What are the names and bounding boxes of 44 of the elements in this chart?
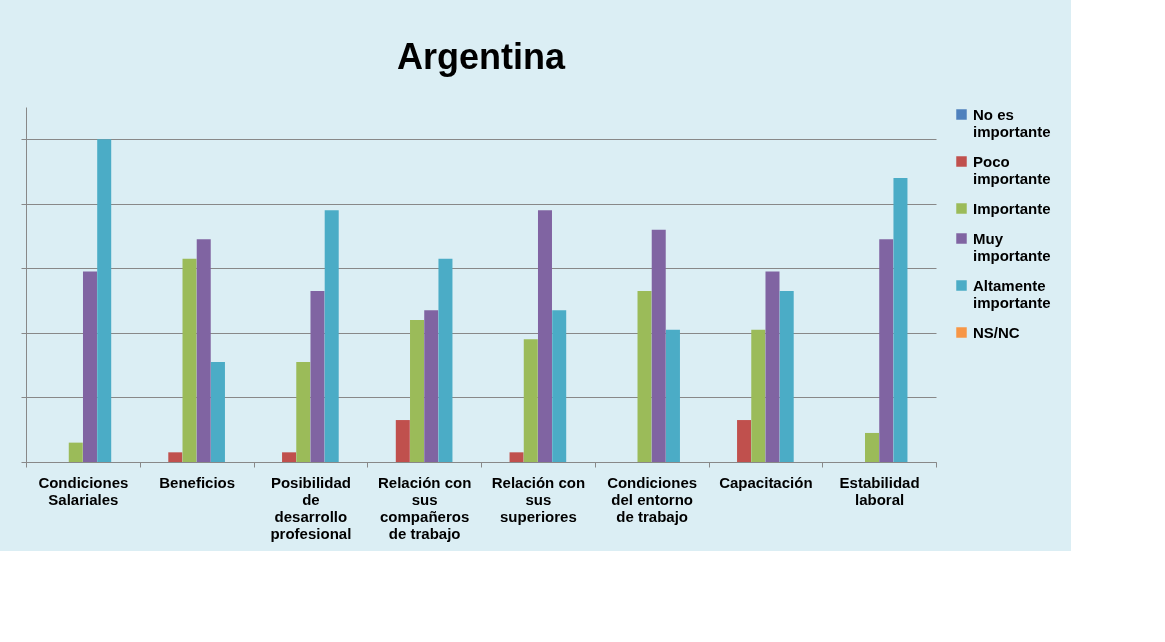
x-tick-label: Estabilidad laboral xyxy=(839,473,920,508)
bar xyxy=(438,258,453,462)
bar xyxy=(651,229,666,462)
chart-title: Argentina xyxy=(396,36,566,77)
bar xyxy=(765,271,780,462)
bar xyxy=(509,452,524,462)
x-tick-label: Condiciones del entorno de trabajo xyxy=(607,473,698,525)
legend-label: No es importante xyxy=(973,105,1051,140)
x-tick-label: Relación con sus compañeros de trabajo xyxy=(377,473,472,542)
bar xyxy=(879,239,894,462)
bar xyxy=(282,452,297,462)
legend-label: NS/NC xyxy=(973,323,1020,341)
bar xyxy=(182,258,197,462)
bar xyxy=(751,329,766,462)
legend-label: Altamente importante xyxy=(973,276,1051,311)
bar xyxy=(68,442,83,462)
x-tick-label: Relación con sus superiores xyxy=(491,473,586,525)
bar xyxy=(410,320,425,462)
bar xyxy=(310,290,325,462)
bar xyxy=(296,361,311,462)
bar xyxy=(210,361,225,462)
bar xyxy=(737,420,752,462)
x-tick-label: Posibilidad de desarrollo profesional xyxy=(270,473,352,542)
legend-label: Muy importante xyxy=(973,229,1051,264)
x-tick-label: Capacitación xyxy=(719,473,813,491)
bar xyxy=(424,310,439,462)
bar xyxy=(324,210,339,462)
x-tick-label: Condiciones Salariales xyxy=(38,473,129,508)
bar xyxy=(395,420,410,462)
bar xyxy=(665,329,680,462)
legend-label: Importante xyxy=(973,199,1051,217)
x-tick-label: Beneficios xyxy=(159,473,236,491)
bar xyxy=(637,290,652,462)
bar xyxy=(97,139,112,462)
bar xyxy=(779,290,794,462)
bar xyxy=(523,339,538,462)
bar xyxy=(552,310,567,462)
bar xyxy=(537,210,552,462)
bar xyxy=(196,239,211,462)
bar xyxy=(168,452,183,462)
bar xyxy=(82,271,97,462)
bar xyxy=(865,432,880,462)
bar xyxy=(893,178,908,462)
legend-label: Poco importante xyxy=(973,152,1051,187)
